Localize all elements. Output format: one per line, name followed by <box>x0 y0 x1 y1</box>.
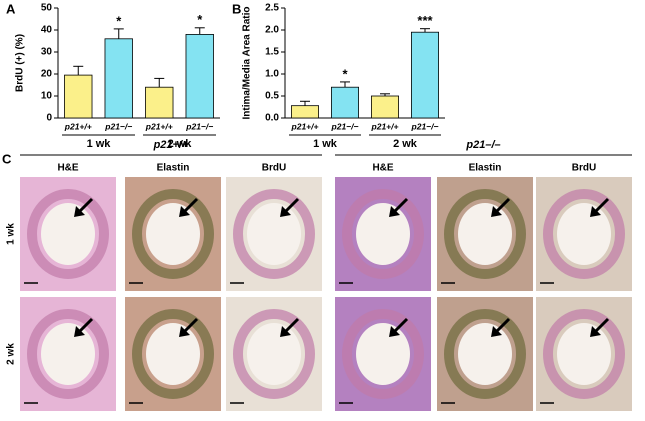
vessel-wall <box>342 309 424 399</box>
arrow-head <box>590 326 601 337</box>
bar <box>410 31 439 119</box>
x-tick-label: p21−/− <box>411 121 439 131</box>
y-tick-label: 2.5 <box>265 3 279 14</box>
arrow-head <box>590 206 601 217</box>
x-tick-label: p21+/+ <box>371 121 399 131</box>
column-header: Elastin <box>469 163 502 174</box>
vessel-lumen <box>557 323 611 385</box>
y-axis-label: Intima/Media Area Ratio <box>242 7 253 120</box>
bar <box>290 105 319 119</box>
arrow-head <box>179 206 190 217</box>
group-label: 2 wk <box>168 138 193 150</box>
panel-label: C <box>2 151 12 166</box>
significance: * <box>116 13 122 28</box>
x-tick-label: p21−/− <box>331 121 359 131</box>
bar <box>145 86 174 119</box>
vessel-lumen <box>458 203 512 265</box>
y-tick-label: 10 <box>41 91 53 102</box>
x-tick-label: p21−/− <box>185 121 213 131</box>
column-header: BrdU <box>262 163 286 174</box>
group-header: p21–/– <box>465 139 500 151</box>
bar <box>330 86 359 119</box>
column-header: H&E <box>57 163 78 174</box>
vessel-wall <box>444 309 526 399</box>
bar <box>370 95 399 119</box>
panel-label: B <box>232 1 241 16</box>
vessel-wall <box>543 189 625 279</box>
y-axis-label: BrdU (+) (%) <box>15 34 26 92</box>
vessel-lumen <box>247 323 301 385</box>
column-header: BrdU <box>572 163 596 174</box>
vessel-wall <box>342 189 424 279</box>
arrow-head <box>491 206 502 217</box>
vessel-lumen <box>41 323 95 385</box>
vessel-lumen <box>557 203 611 265</box>
column-header: Elastin <box>157 163 190 174</box>
arrow-head <box>491 326 502 337</box>
arrow-head <box>74 206 85 217</box>
arrow-head <box>280 206 291 217</box>
vessel-wall <box>233 189 315 279</box>
vessel-lumen <box>356 203 410 265</box>
vessel-lumen <box>356 323 410 385</box>
significance: *** <box>417 13 433 28</box>
vessel-lumen <box>146 323 200 385</box>
y-tick-label: 20 <box>41 69 53 80</box>
group-label: 1 wk <box>87 138 112 150</box>
vessel-lumen <box>146 203 200 265</box>
vessel-lumen <box>247 203 301 265</box>
y-tick-label: 1.0 <box>265 69 279 80</box>
group-header: p21+/+ <box>153 139 189 151</box>
group-label: 2 wk <box>393 138 418 150</box>
y-tick-label: 0 <box>46 113 52 124</box>
vessel-lumen <box>458 323 512 385</box>
bar <box>104 38 133 119</box>
bar <box>185 34 214 119</box>
vessel-wall <box>132 309 214 399</box>
vessel-lumen <box>41 203 95 265</box>
y-tick-label: 1.5 <box>265 47 279 58</box>
vessel-wall <box>27 309 109 399</box>
y-tick-label: 50 <box>41 3 53 14</box>
arrow-head <box>389 206 400 217</box>
group-label: 1 wk <box>313 138 338 150</box>
y-tick-label: 0.0 <box>265 113 279 124</box>
x-tick-label: p21+/+ <box>291 121 319 131</box>
x-tick-label: p21+/+ <box>145 121 173 131</box>
vessel-wall <box>27 189 109 279</box>
bar <box>64 74 93 119</box>
y-tick-label: 2.0 <box>265 25 279 36</box>
significance: * <box>197 12 203 27</box>
row-label: 1 wk <box>6 223 17 245</box>
x-tick-label: p21−/− <box>104 121 132 131</box>
y-tick-label: 40 <box>41 25 53 36</box>
column-header: H&E <box>372 163 393 174</box>
arrow-head <box>280 326 291 337</box>
arrow-head <box>74 326 85 337</box>
y-tick-label: 30 <box>41 47 53 58</box>
x-tick-label: p21+/+ <box>64 121 92 131</box>
arrow-head <box>179 326 190 337</box>
vessel-wall <box>132 189 214 279</box>
vessel-wall <box>444 189 526 279</box>
significance: * <box>342 66 348 81</box>
vessel-wall <box>233 309 315 399</box>
y-tick-label: 0.5 <box>265 91 279 102</box>
panel-label: A <box>6 1 16 16</box>
arrow-head <box>389 326 400 337</box>
vessel-wall <box>543 309 625 399</box>
row-label: 2 wk <box>6 343 17 365</box>
